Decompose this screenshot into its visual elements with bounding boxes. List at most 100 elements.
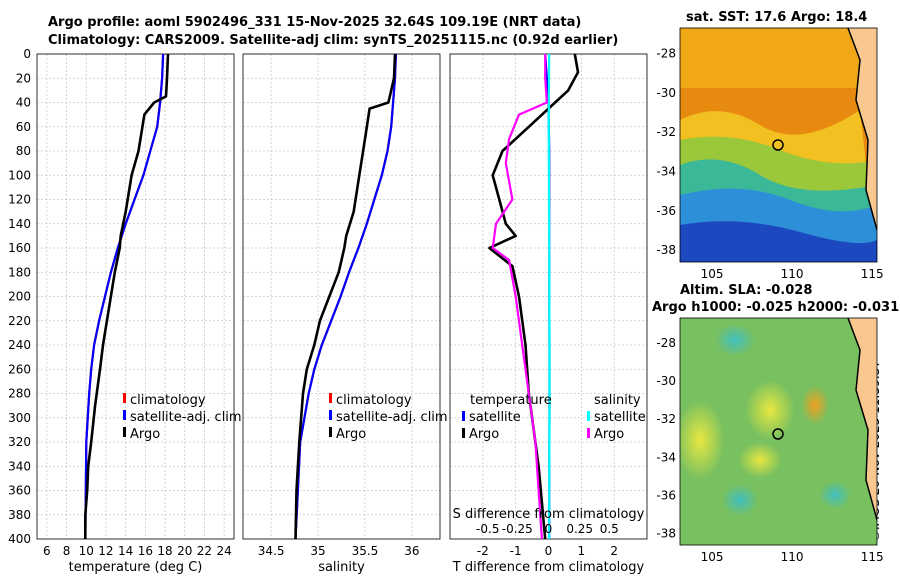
x-tick-label: 34.5 (258, 544, 285, 558)
sst-deep-blue-band (680, 221, 877, 262)
x-tick-label: 24 (217, 544, 232, 558)
map-lat-tick-label: -32 (656, 125, 676, 139)
sla-high-anomaly (801, 385, 829, 425)
x-tick-label: 20 (177, 544, 192, 558)
x-axis-label: temperature (deg C) (69, 560, 203, 575)
sst-warm-band (680, 28, 877, 88)
axes-frame (242, 53, 441, 540)
legend-swatch (329, 427, 332, 437)
x-axis-label: T difference from climatology (452, 560, 645, 575)
map-lat-tick-label: -30 (656, 86, 676, 100)
secondary-x-tick-label: 0.25 (566, 522, 593, 536)
y-tick-label: 80 (16, 144, 31, 158)
secondary-x-tick-label: -0.25 (502, 522, 533, 536)
legend-swatch (329, 393, 332, 403)
sst-axes: 105 110 115 -28 -30 -32 -34 -36 -38 (656, 47, 883, 281)
legend-swatch (123, 393, 126, 403)
map-lon-tick-label: 115 (861, 550, 884, 564)
difference-panel: -2 -1 0 1 2 T difference from climatology temp… (449, 53, 648, 575)
y-tick-label: 240 (8, 338, 31, 352)
map-lat-tick-label: -36 (656, 204, 676, 218)
y-tick-label: 180 (8, 265, 31, 279)
series-line-s-argo (491, 54, 549, 540)
sla-coastline (847, 318, 877, 521)
map-lat-tick-label: -32 (656, 412, 676, 426)
sst-map-title: sat. SST: 17.6 Argo: 18.4 (686, 10, 868, 25)
secondary-x-tick-label: -0.5 (476, 522, 499, 536)
x-axis-label: salinity (318, 560, 365, 575)
sla-negative-anomaly (819, 481, 851, 509)
x-tick-label: 35.5 (352, 544, 379, 558)
map-lon-tick-label: 105 (701, 267, 724, 281)
secondary-x-tick-label: 0 (545, 522, 553, 536)
axes-frame (36, 53, 235, 540)
map-lon-tick-label: 115 (861, 267, 884, 281)
x-tick-label: -2 (477, 544, 489, 558)
y-tick-label: 280 (8, 387, 31, 401)
map-lat-tick-label: -38 (656, 527, 676, 541)
legend-swatch (587, 428, 590, 438)
series-line-argo (84, 53, 170, 539)
y-tick-label: 200 (8, 290, 31, 304)
y-tick-label: 320 (8, 435, 31, 449)
legend-heading: salinity (594, 393, 641, 408)
map-lat-tick-label: -36 (656, 488, 676, 502)
y-tick-label: 120 (8, 193, 31, 207)
legend-label: satellite (469, 410, 521, 425)
map-lon-tick-label: 110 (781, 550, 804, 564)
y-tick-label: 40 (16, 96, 31, 110)
sla-axes: 105 110 115 -28 -30 -32 -34 -36 -38 (656, 336, 883, 564)
y-tick-label: 340 (8, 459, 31, 473)
y-tick-label: 160 (8, 241, 31, 255)
legend-label: climatology (336, 393, 412, 408)
sst-map-frame (679, 27, 878, 263)
sla-positive-anomaly (745, 380, 795, 440)
legend-label: Argo (130, 427, 160, 442)
legend-swatch (462, 428, 465, 438)
y-tick-label: 100 (8, 168, 31, 182)
y-tick-label: 360 (8, 484, 31, 498)
temperature-panel: 6 8 10 12 14 16 18 20 22 24 temperature (deg C) 0 20… (8, 47, 242, 575)
legend-label: Argo (469, 427, 499, 442)
sla-map-frame (679, 317, 878, 546)
sla-positive-anomaly (738, 442, 782, 478)
y-tick-label: 380 (8, 508, 31, 522)
map-lat-tick-label: -28 (656, 47, 676, 61)
y-tick-label: 260 (8, 362, 31, 376)
x-tick-label: 14 (118, 544, 133, 558)
plot-title-line2: Climatology: CARS2009. Satellite-adj cli… (48, 33, 619, 48)
sla-positive-anomaly (680, 400, 725, 480)
y-tick-label: 0 (23, 47, 31, 61)
series-line-s-satellite (547, 53, 551, 539)
y-tick-label: 400 (8, 532, 31, 546)
secondary-x-axis-label: S difference from climatology (453, 507, 645, 522)
legend-swatch (123, 410, 126, 420)
map-lat-tick-label: -30 (656, 374, 676, 388)
x-tick-label: 12 (98, 544, 113, 558)
sla-map: 105 110 115 -28 -30 -32 -34 -36 -38 (656, 317, 884, 564)
map-lat-tick-label: -34 (656, 165, 676, 179)
map-lat-tick-label: -34 (656, 450, 676, 464)
x-tick-label: 2 (610, 544, 618, 558)
map-lat-tick-label: -28 (656, 336, 676, 350)
map-lon-tick-label: 110 (781, 267, 804, 281)
legend-label: climatology (130, 393, 206, 408)
x-tick-label: 0 (545, 544, 553, 558)
series-line-climatology (84, 53, 165, 540)
map-lat-tick-label: -38 (656, 243, 676, 257)
y-tick-label: 140 (8, 217, 31, 231)
x-tick-label: 22 (197, 544, 212, 558)
legend-label: satellite-adj. clim (336, 410, 448, 425)
y-tick-label: 300 (8, 411, 31, 425)
sla-negative-anomaly (715, 324, 755, 356)
secondary-x-tick-label: 0.5 (600, 522, 619, 536)
legend-label: satellite-adj. clim (130, 410, 242, 425)
legend-label: Argo (594, 427, 624, 442)
legend-label: Argo (336, 427, 366, 442)
legend-swatch (123, 427, 126, 437)
sst-argo-location-marker (772, 139, 784, 151)
x-tick-label: 8 (63, 544, 71, 558)
x-tick-label: 36 (404, 544, 419, 558)
y-tick-label: 20 (16, 71, 31, 85)
sst-coastline (847, 28, 877, 231)
